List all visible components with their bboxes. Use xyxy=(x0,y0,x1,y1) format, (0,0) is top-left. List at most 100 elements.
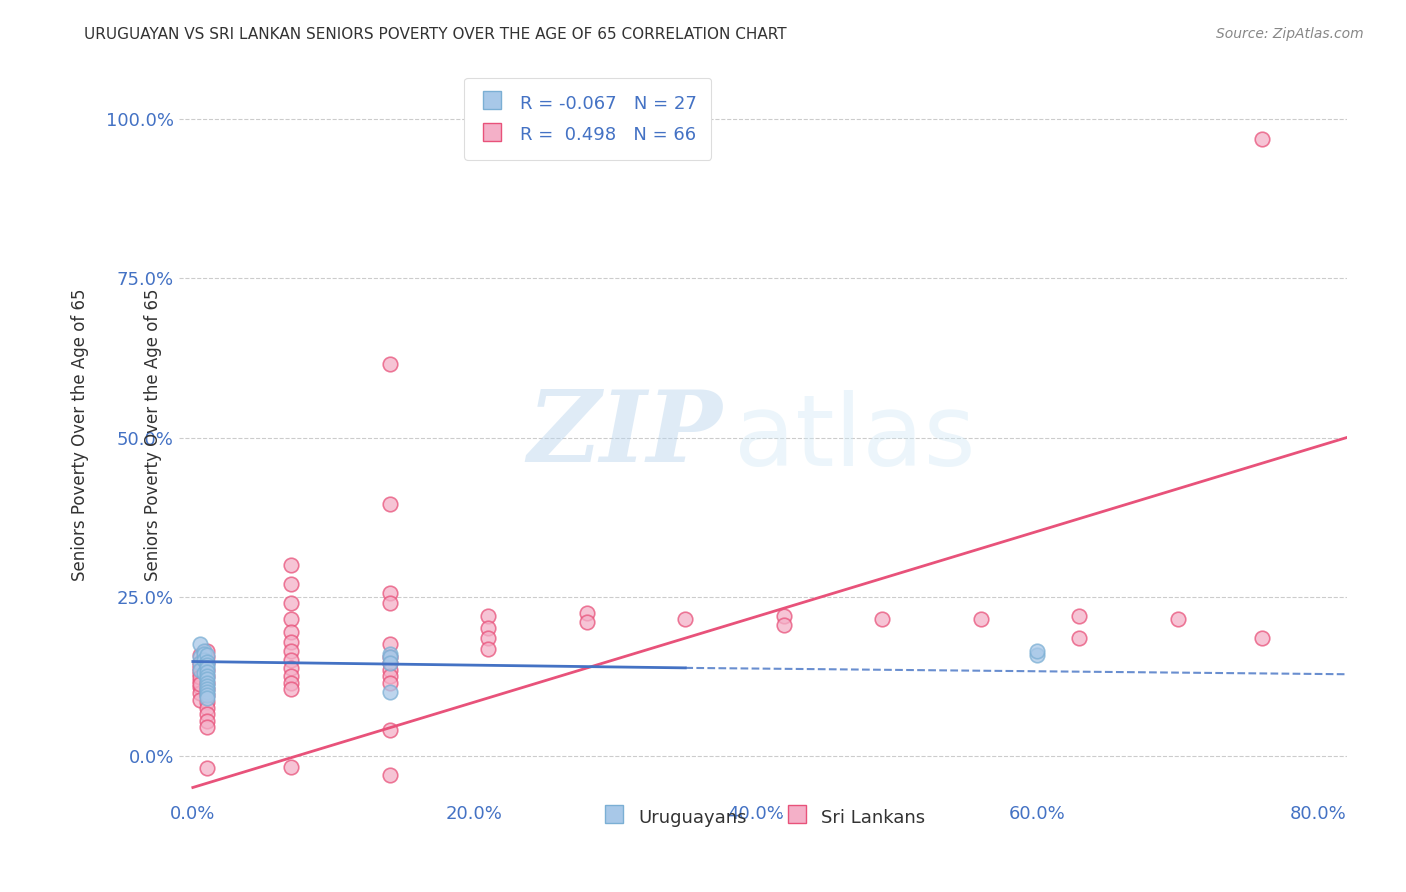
Point xyxy=(378,669,401,683)
Point xyxy=(378,685,401,699)
Point xyxy=(195,658,218,673)
Point xyxy=(280,661,302,675)
Point xyxy=(280,635,302,649)
Point xyxy=(1026,648,1049,662)
Point xyxy=(188,655,211,669)
Point xyxy=(378,647,401,661)
Point xyxy=(575,615,598,629)
Point xyxy=(280,577,302,591)
Point xyxy=(195,669,218,683)
Point xyxy=(195,685,218,699)
Point xyxy=(188,686,211,700)
Point xyxy=(772,618,794,632)
Point xyxy=(195,669,218,683)
Point xyxy=(1251,131,1274,145)
Point xyxy=(195,679,218,693)
Point xyxy=(477,622,499,636)
Point xyxy=(195,691,218,706)
Point xyxy=(575,606,598,620)
Point xyxy=(188,648,211,662)
Point xyxy=(195,695,218,709)
Point xyxy=(193,643,215,657)
Point xyxy=(1167,612,1189,626)
Point xyxy=(872,612,894,626)
Point xyxy=(195,720,218,734)
Point xyxy=(477,631,499,645)
Point xyxy=(193,665,215,680)
Point xyxy=(195,714,218,728)
Text: URUGUAYAN VS SRI LANKAN SENIORS POVERTY OVER THE AGE OF 65 CORRELATION CHART: URUGUAYAN VS SRI LANKAN SENIORS POVERTY … xyxy=(84,27,787,42)
Y-axis label: Seniors Poverty Over the Age of 65: Seniors Poverty Over the Age of 65 xyxy=(143,288,162,581)
Point xyxy=(378,657,401,671)
Legend: Uruguayans, Sri Lankans: Uruguayans, Sri Lankans xyxy=(593,798,932,835)
Point xyxy=(188,677,211,691)
Point xyxy=(193,647,215,661)
Point xyxy=(195,707,218,722)
Point xyxy=(195,661,218,675)
Point xyxy=(378,586,401,600)
Point xyxy=(195,657,218,671)
Point xyxy=(195,688,218,702)
Point xyxy=(195,665,218,679)
Point xyxy=(188,680,211,694)
Point xyxy=(378,650,401,665)
Point xyxy=(195,701,218,715)
Point xyxy=(378,650,401,665)
Point xyxy=(193,653,215,667)
Point xyxy=(280,643,302,657)
Point xyxy=(378,596,401,610)
Point xyxy=(378,497,401,511)
Point xyxy=(195,655,218,669)
Text: atlas: atlas xyxy=(734,390,976,486)
Point xyxy=(280,596,302,610)
Point xyxy=(195,681,218,696)
Point xyxy=(280,653,302,667)
Point xyxy=(188,657,211,672)
Point xyxy=(195,650,218,665)
Point xyxy=(188,670,211,684)
Point xyxy=(188,661,211,675)
Point xyxy=(1251,631,1274,645)
Point xyxy=(1069,608,1091,623)
Point xyxy=(195,761,218,775)
Point xyxy=(673,612,696,626)
Point xyxy=(195,643,218,657)
Point xyxy=(477,608,499,623)
Point xyxy=(280,558,302,572)
Point xyxy=(188,673,211,688)
Point xyxy=(378,768,401,782)
Point xyxy=(195,688,218,702)
Point xyxy=(280,760,302,774)
Point xyxy=(195,675,218,690)
Point xyxy=(378,723,401,738)
Point xyxy=(970,612,993,626)
Point xyxy=(280,612,302,626)
Point xyxy=(1069,631,1091,645)
Point xyxy=(195,675,218,690)
Point xyxy=(188,667,211,681)
Point xyxy=(378,663,401,677)
Point xyxy=(772,608,794,623)
Point xyxy=(378,637,401,651)
Point xyxy=(280,624,302,639)
Point xyxy=(188,657,211,671)
Point xyxy=(1026,643,1049,657)
Point xyxy=(378,357,401,371)
Point xyxy=(195,663,218,677)
Point xyxy=(188,663,211,677)
Text: Source: ZipAtlas.com: Source: ZipAtlas.com xyxy=(1216,27,1364,41)
Point xyxy=(188,650,211,665)
Text: ZIP: ZIP xyxy=(527,386,721,483)
Point xyxy=(378,675,401,690)
Point xyxy=(188,692,211,706)
Point xyxy=(195,673,218,687)
Point xyxy=(188,637,211,651)
Point xyxy=(188,664,211,678)
Point xyxy=(195,648,218,662)
Point xyxy=(280,681,302,696)
Point xyxy=(195,681,218,696)
Point xyxy=(280,669,302,683)
Y-axis label: Seniors Poverty Over the Age of 65: Seniors Poverty Over the Age of 65 xyxy=(72,288,89,581)
Point xyxy=(378,657,401,671)
Point xyxy=(477,641,499,656)
